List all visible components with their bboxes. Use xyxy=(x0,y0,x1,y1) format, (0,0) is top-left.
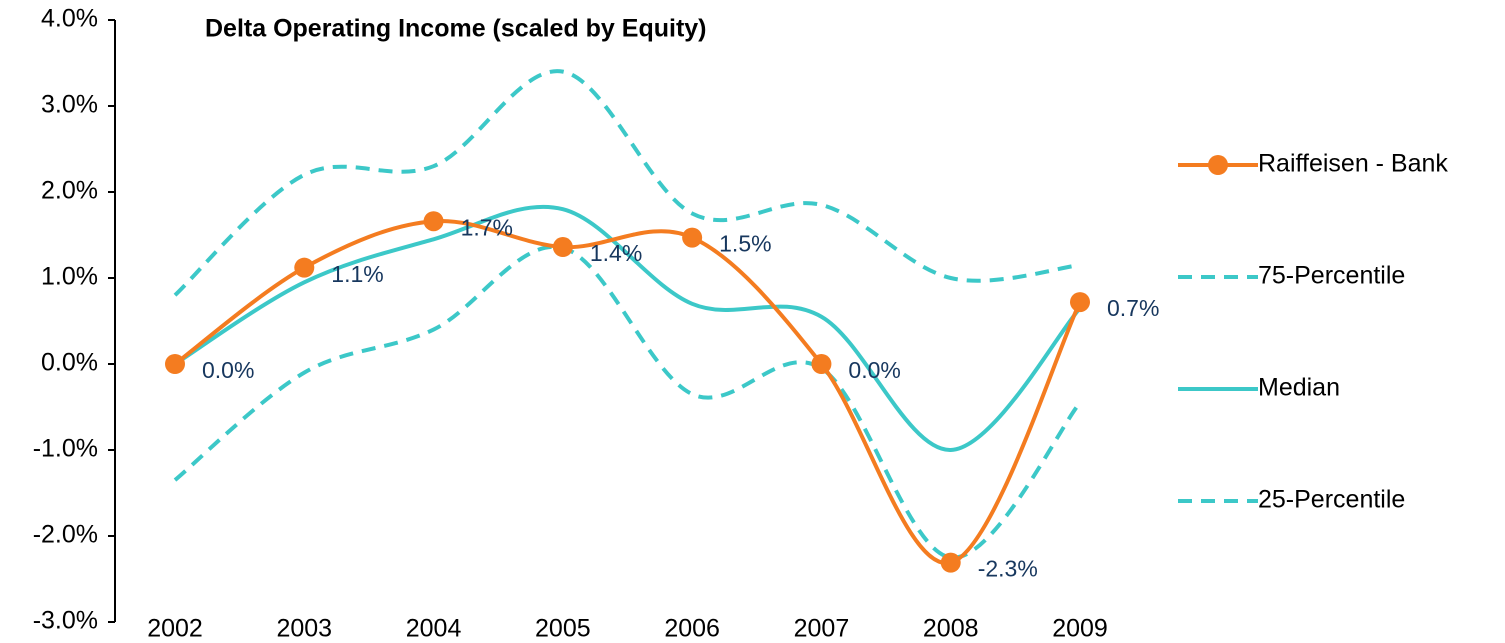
marker xyxy=(682,227,703,248)
x-tick-label: 2009 xyxy=(1052,615,1108,643)
y-tick-label: 1.0% xyxy=(41,263,98,291)
marker xyxy=(294,257,315,278)
series-line xyxy=(173,244,1082,560)
value-label: 0.7% xyxy=(1107,295,1159,321)
marker xyxy=(423,211,444,232)
x-tick-label: 2004 xyxy=(406,615,462,643)
value-label: -2.3% xyxy=(978,556,1038,582)
x-tick-label: 2002 xyxy=(147,615,203,643)
value-label: 1.7% xyxy=(461,214,513,240)
value-label: 1.4% xyxy=(590,240,642,266)
marker xyxy=(552,237,573,258)
value-label: 1.1% xyxy=(331,261,383,287)
y-tick-label: 2.0% xyxy=(41,177,98,205)
legend-label: Median xyxy=(1258,374,1340,402)
x-tick-label: 2005 xyxy=(535,615,591,643)
x-tick-label: 2007 xyxy=(794,615,850,643)
x-tick-label: 2006 xyxy=(664,615,720,643)
series-line xyxy=(173,204,1082,453)
x-tick-label: 2008 xyxy=(923,615,979,643)
y-tick-label: 3.0% xyxy=(41,91,98,119)
marker xyxy=(940,552,961,573)
marker xyxy=(1070,292,1090,313)
series-line xyxy=(173,69,1081,297)
y-tick-label: 4.0% xyxy=(41,5,98,33)
value-label: 0.0% xyxy=(202,357,254,383)
value-label: 1.5% xyxy=(719,231,771,257)
y-tick-label: 0.0% xyxy=(41,349,98,377)
legend-label: Raiffeisen - Bank xyxy=(1258,150,1448,178)
legend-label: 25-Percentile xyxy=(1258,486,1405,514)
marker xyxy=(811,354,832,374)
chart-title: Delta Operating Income (scaled by Equity… xyxy=(205,15,707,43)
x-tick-label: 2003 xyxy=(276,615,332,643)
legend-label: 75-Percentile xyxy=(1258,262,1405,290)
y-tick-label: -3.0% xyxy=(33,607,98,635)
marker xyxy=(165,354,185,374)
y-tick-label: -1.0% xyxy=(33,435,98,463)
y-tick-label: -2.0% xyxy=(33,521,98,549)
value-label: 0.0% xyxy=(848,357,900,383)
legend-marker xyxy=(1208,155,1228,175)
